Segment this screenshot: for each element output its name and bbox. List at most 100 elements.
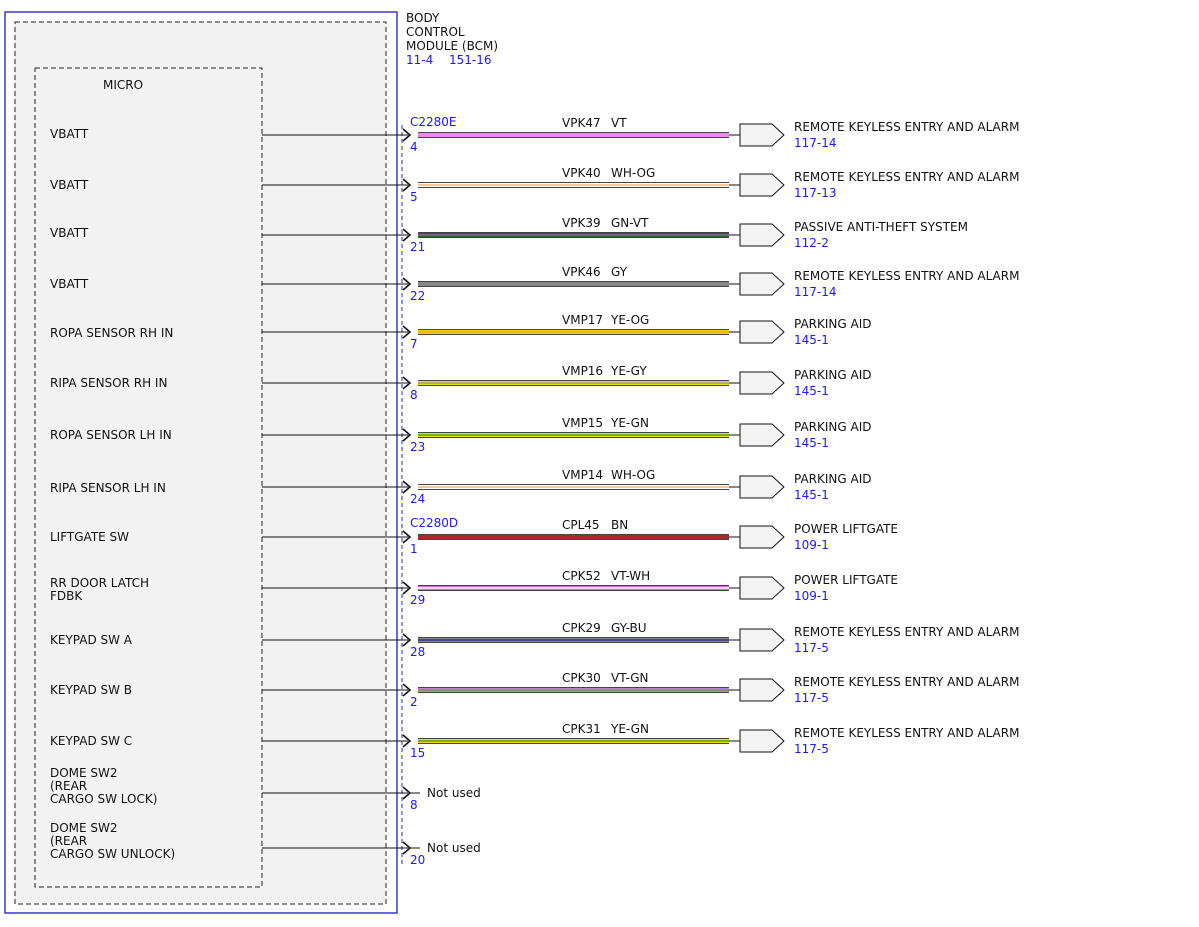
pin-number[interactable]: 29 bbox=[410, 593, 425, 607]
destination-ref[interactable]: 145-1 bbox=[794, 436, 829, 450]
pin-label: VBATT bbox=[50, 226, 89, 240]
wire-stripe-color bbox=[418, 184, 729, 186]
destination-connector-icon[interactable] bbox=[739, 729, 785, 753]
destination-ref[interactable]: 145-1 bbox=[794, 333, 829, 347]
pin-label: ROPA SENSOR LH IN bbox=[50, 428, 172, 442]
wire-color-code: YE-GN bbox=[610, 722, 649, 736]
pin-label: ROPA SENSOR RH IN bbox=[50, 326, 173, 340]
connector-arrow-icon bbox=[402, 581, 412, 595]
pin-label: RIPA SENSOR RH IN bbox=[50, 376, 167, 390]
pin-label: VBATT bbox=[50, 277, 89, 291]
destination-ref[interactable]: 109-1 bbox=[794, 538, 829, 552]
circuit-row: VBATT 4 VPK47 VT REMOTE KEYLESS ENTRY AND AL… bbox=[50, 116, 1019, 154]
pin-number[interactable]: 22 bbox=[410, 289, 425, 303]
micro-label: MICRO bbox=[103, 78, 143, 92]
pin-number[interactable]: 2 bbox=[410, 695, 418, 709]
wire-stripe-color bbox=[418, 689, 729, 691]
circuit-id: VMP15 bbox=[562, 416, 603, 430]
destination-connector-icon[interactable] bbox=[739, 272, 785, 296]
circuit-row: VBATT 21 VPK39 GN-VT PASSIVE ANTI-THEFT SYST… bbox=[50, 216, 968, 254]
destination-ref[interactable]: 117-5 bbox=[794, 691, 829, 705]
destination-ref[interactable]: 117-5 bbox=[794, 641, 829, 655]
pin-number[interactable]: 8 bbox=[410, 798, 418, 812]
pin-number[interactable]: 4 bbox=[410, 140, 418, 154]
destination-label[interactable]: REMOTE KEYLESS ENTRY AND ALARM bbox=[794, 170, 1019, 184]
destination-ref[interactable]: 109-1 bbox=[794, 589, 829, 603]
connector-label-c2280e[interactable]: C2280E bbox=[410, 115, 457, 129]
wire-color-code: WH-OG bbox=[611, 166, 655, 180]
destination-ref[interactable]: 117-13 bbox=[794, 186, 837, 200]
pin-number[interactable]: 7 bbox=[410, 337, 418, 351]
destination-ref[interactable]: 145-1 bbox=[794, 384, 829, 398]
destination-label[interactable]: REMOTE KEYLESS ENTRY AND ALARM bbox=[794, 726, 1019, 740]
wire-color-code: VT-WH bbox=[611, 569, 650, 583]
destination-label[interactable]: REMOTE KEYLESS ENTRY AND ALARM bbox=[794, 120, 1019, 134]
destination-connector-icon[interactable] bbox=[739, 371, 785, 395]
destination-label[interactable]: PARKING AID bbox=[794, 368, 872, 382]
destination-label[interactable]: REMOTE KEYLESS ENTRY AND ALARM bbox=[794, 625, 1019, 639]
connector-label-c2280d[interactable]: C2280D bbox=[410, 516, 458, 530]
circuit-row: VBATT 5 VPK40 WH-OG REMOTE KEYLESS ENTRY AND… bbox=[50, 166, 1019, 204]
destination-label[interactable]: PARKING AID bbox=[794, 317, 872, 331]
destination-connector-icon[interactable] bbox=[739, 223, 785, 247]
destination-connector-icon[interactable] bbox=[739, 173, 785, 197]
wire-color-code: VT-GN bbox=[611, 671, 648, 685]
module-ref-2[interactable]: 151-16 bbox=[449, 53, 492, 67]
pin-number[interactable]: 23 bbox=[410, 440, 425, 454]
destination-ref[interactable]: 117-14 bbox=[794, 285, 837, 299]
not-used-label: Not used bbox=[427, 841, 481, 855]
pin-number[interactable]: 24 bbox=[410, 492, 425, 506]
destination-ref[interactable]: 112-2 bbox=[794, 236, 829, 250]
destination-ref[interactable]: 117-5 bbox=[794, 742, 829, 756]
destination-connector-icon[interactable] bbox=[739, 525, 785, 549]
wire-stripe-color bbox=[418, 134, 729, 136]
pin-number[interactable]: 1 bbox=[410, 542, 418, 556]
destination-label[interactable]: POWER LIFTGATE bbox=[794, 522, 898, 536]
pin-label: KEYPAD SW B bbox=[50, 683, 132, 697]
destination-label[interactable]: PARKING AID bbox=[794, 472, 872, 486]
wire-color-code: YE-OG bbox=[610, 313, 649, 327]
pin-label: DOME SW2 bbox=[50, 766, 118, 780]
wire-stripe-color bbox=[418, 740, 729, 742]
circuit-row: KEYPAD SW C 15 CPK31 YE-GN REMOTE KEYLESS EN… bbox=[50, 722, 1019, 760]
destination-ref[interactable]: 117-14 bbox=[794, 136, 837, 150]
destination-connector-icon[interactable] bbox=[739, 678, 785, 702]
pin-label: VBATT bbox=[50, 178, 89, 192]
pin-number[interactable]: 28 bbox=[410, 645, 425, 659]
circuit-id: VPK46 bbox=[562, 265, 601, 279]
destination-connector-icon[interactable] bbox=[739, 576, 785, 600]
pin-number[interactable]: 5 bbox=[410, 190, 418, 204]
circuit-id: VMP16 bbox=[562, 364, 603, 378]
connector-arrow-icon bbox=[402, 325, 412, 339]
destination-connector-icon[interactable] bbox=[739, 423, 785, 447]
destination-label[interactable]: REMOTE KEYLESS ENTRY AND ALARM bbox=[794, 675, 1019, 689]
connector-arrow-icon bbox=[402, 428, 412, 442]
destination-label[interactable]: PASSIVE ANTI-THEFT SYSTEM bbox=[794, 220, 968, 234]
wire-stripe-color bbox=[418, 639, 729, 641]
pin-number[interactable]: 15 bbox=[410, 746, 425, 760]
pin-number[interactable]: 8 bbox=[410, 388, 418, 402]
circuit-row: RIPA SENSOR RH IN 8 VMP16 YE-GY PARKING AID 1… bbox=[50, 364, 872, 402]
connector-arrow-icon bbox=[402, 178, 412, 192]
circuit-row: VBATT 22 VPK46 GY REMOTE KEYLESS ENTRY AND A… bbox=[50, 265, 1019, 303]
destination-connector-icon[interactable] bbox=[739, 475, 785, 499]
destination-connector-icon[interactable] bbox=[739, 320, 785, 344]
pin-number[interactable]: 20 bbox=[410, 853, 425, 867]
destination-label[interactable]: REMOTE KEYLESS ENTRY AND ALARM bbox=[794, 269, 1019, 283]
destination-connector-icon[interactable] bbox=[739, 123, 785, 147]
pin-label: VBATT bbox=[50, 127, 89, 141]
connector-arrow-icon bbox=[402, 530, 412, 544]
module-title-line-3: MODULE (BCM) bbox=[406, 39, 498, 53]
destination-label[interactable]: POWER LIFTGATE bbox=[794, 573, 898, 587]
not-used-label: Not used bbox=[427, 786, 481, 800]
pin-number[interactable]: 21 bbox=[410, 240, 425, 254]
destination-ref[interactable]: 145-1 bbox=[794, 488, 829, 502]
module-ref-1[interactable]: 11-4 bbox=[406, 53, 433, 67]
destination-connector-icon[interactable] bbox=[739, 628, 785, 652]
destination-label[interactable]: PARKING AID bbox=[794, 420, 872, 434]
wire-stripe-color bbox=[418, 382, 729, 384]
circuit-row: ROPA SENSOR LH IN 23 VMP15 YE-GN PARKING AID… bbox=[50, 416, 872, 454]
